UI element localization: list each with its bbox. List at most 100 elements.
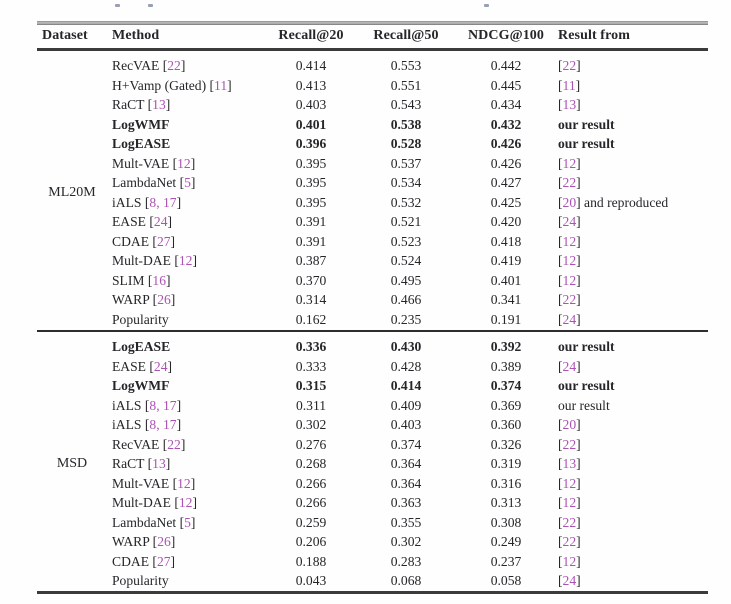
recall20-value: 0.259 — [295, 514, 327, 530]
citation-bracket: [ — [558, 214, 563, 230]
citation-link[interactable]: 8, 17 — [149, 417, 177, 433]
citation-link[interactable]: 12 — [177, 155, 191, 171]
citation-link[interactable]: 22 — [562, 58, 577, 74]
citation-bracket: [ — [558, 417, 563, 433]
ndcg100-value: 0.249 — [490, 534, 522, 550]
citation-link[interactable]: 12 — [562, 553, 577, 569]
citation-link[interactable]: 12 — [562, 253, 577, 269]
recall20-value: 0.266 — [295, 475, 327, 491]
recall50-value: 0.523 — [390, 233, 422, 249]
ndcg100-value: 0.374 — [490, 378, 522, 394]
ndcg100-value: 0.369 — [490, 397, 522, 413]
citation-bracket: [ — [558, 194, 563, 210]
citation-link[interactable]: 27 — [156, 233, 171, 249]
citation-link[interactable]: 20 — [562, 417, 577, 433]
citation-link[interactable]: 11 — [562, 77, 576, 93]
citation-bracket: ] — [190, 475, 196, 491]
ndcg100-value: 0.427 — [490, 175, 522, 191]
recall20-value: 0.370 — [295, 272, 327, 288]
table-row: RaCT [13] 0.403 0.543 0.434 [13] — [107, 96, 708, 116]
citation-link[interactable]: 13 — [152, 456, 166, 472]
citation-link[interactable]: 12 — [178, 495, 193, 511]
header-dataset: Dataset — [42, 28, 88, 44]
citation-bracket: ] — [167, 358, 173, 374]
result-from-cell: [24] — [552, 214, 708, 230]
dataset-label: ML20M — [48, 185, 96, 200]
citation-link[interactable]: 26 — [157, 534, 171, 550]
table-row: Mult-DAE [12] 0.266 0.363 0.313 [12] — [107, 494, 708, 514]
recall20-value: 0.336 — [295, 339, 327, 355]
citation-link[interactable]: 24 — [153, 214, 168, 230]
citation-link[interactable]: 22 — [562, 514, 577, 530]
citation-link[interactable]: 12 — [562, 155, 577, 171]
citation-link[interactable]: 26 — [157, 292, 171, 308]
citation-link[interactable]: 12 — [177, 475, 191, 491]
citation-bracket: ] — [176, 397, 182, 413]
citation-link[interactable]: 13 — [562, 456, 577, 472]
citation-bracket: [ — [558, 475, 563, 491]
citation-bracket: ] — [576, 553, 581, 569]
ndcg100-value: 0.313 — [490, 495, 522, 511]
header-recall50: Recall@50 — [373, 28, 439, 44]
citation-link[interactable]: 22 — [562, 534, 577, 550]
citation-bracket: [ — [152, 553, 157, 569]
citation-link[interactable]: 20 — [562, 194, 577, 210]
method-cell: iALS [8, 17] — [107, 417, 270, 433]
citation-link[interactable]: 27 — [156, 553, 171, 569]
citation-link[interactable]: 16 — [152, 272, 167, 288]
citation-link[interactable]: 13 — [562, 97, 577, 113]
citation-bracket: [ — [558, 175, 563, 191]
citation-bracket: [ — [174, 495, 179, 511]
citation-link[interactable]: 24 — [562, 311, 577, 327]
citation-link[interactable]: 22 — [167, 436, 181, 452]
citation-link[interactable]: 13 — [152, 97, 166, 113]
recall50-value: 0.235 — [390, 311, 422, 327]
recall50-value: 0.283 — [390, 553, 422, 569]
recall20-value: 0.314 — [295, 292, 327, 308]
recall50-value: 0.409 — [390, 397, 422, 413]
citation-link[interactable]: 12 — [562, 475, 577, 491]
citation-link[interactable]: 22 — [562, 175, 577, 191]
citation-link[interactable]: 24 — [562, 358, 577, 374]
citation-link[interactable]: 8, 17 — [149, 397, 177, 413]
citation-link[interactable]: 11 — [214, 77, 228, 93]
citation-bracket: [ — [144, 194, 150, 210]
citation-link[interactable]: 5 — [184, 514, 191, 530]
result-from-cell: [22] — [552, 534, 708, 550]
header-ndcg100: NDCG@100 — [467, 28, 545, 44]
citation-link[interactable]: 24 — [562, 573, 577, 589]
citation-link[interactable]: 12 — [562, 272, 577, 288]
citation-link[interactable]: 24 — [562, 214, 577, 230]
citation-bracket: [ — [152, 534, 158, 550]
citation-bracket: ] — [192, 495, 197, 511]
table-row: RaCT [13] 0.268 0.364 0.319 [13] — [107, 455, 708, 475]
citation-link[interactable]: 12 — [562, 495, 577, 511]
citation-link[interactable]: 8, 17 — [149, 194, 177, 210]
citation-bracket: [ — [558, 553, 563, 569]
method-name: LogEASE — [112, 136, 171, 152]
recall20-value: 0.043 — [295, 573, 327, 589]
recall20-value: 0.302 — [295, 417, 327, 433]
citation-link[interactable]: 12 — [178, 253, 193, 269]
citation-link[interactable]: 22 — [167, 58, 181, 74]
ndcg100-value: 0.418 — [490, 233, 522, 249]
citation-link[interactable]: 22 — [562, 292, 577, 308]
method-name: RecVAE — [112, 436, 163, 452]
result-from-text: our result — [558, 136, 615, 152]
dataset-label: MSD — [56, 456, 88, 472]
citation-link[interactable]: 12 — [562, 233, 577, 249]
ndcg100-value: 0.445 — [490, 77, 522, 93]
method-cell: LogEASE — [107, 339, 270, 355]
method-cell: CDAE [27] — [107, 554, 270, 570]
citation-link[interactable]: 5 — [184, 175, 191, 191]
citation-bracket: ] — [576, 97, 581, 113]
recall20-value: 0.391 — [295, 214, 327, 230]
ndcg100-value: 0.425 — [490, 194, 522, 210]
citation-bracket: [ — [172, 475, 178, 491]
citation-link[interactable]: 22 — [562, 436, 577, 452]
ndcg100-value: 0.308 — [490, 514, 522, 530]
result-from-cell: [11] — [552, 78, 708, 94]
citation-link[interactable]: 24 — [153, 358, 168, 374]
method-cell: EASE [24] — [107, 359, 270, 375]
citation-bracket: [ — [558, 456, 563, 472]
